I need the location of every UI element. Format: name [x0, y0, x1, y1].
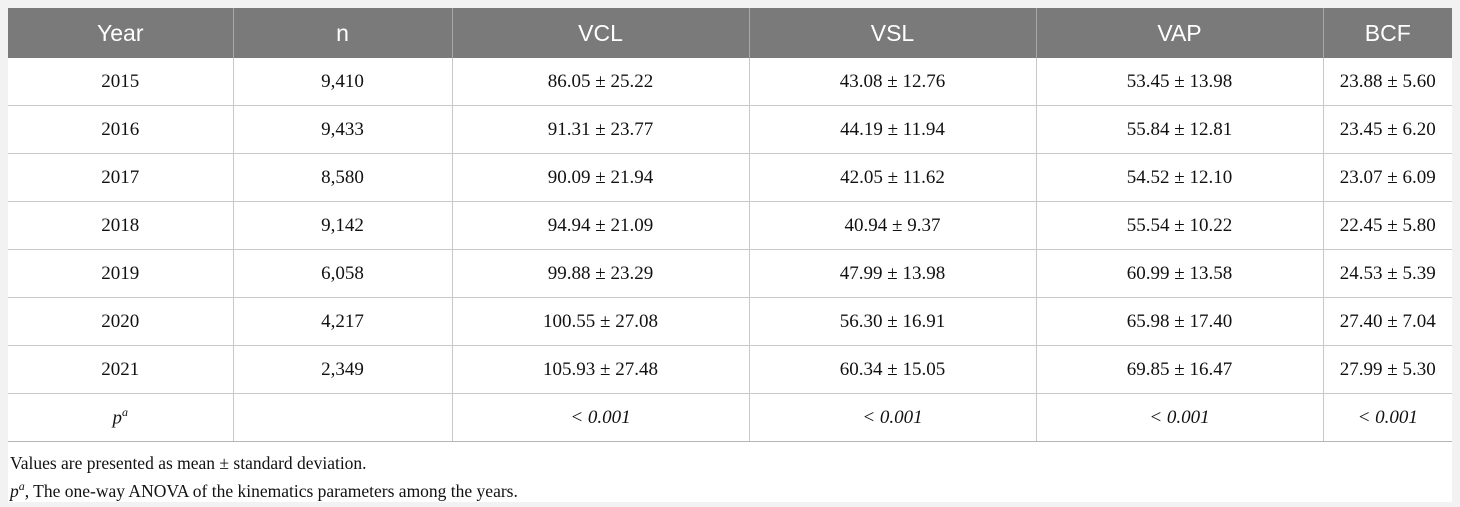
p-value-label: pa [8, 393, 233, 442]
cell-vcl: 94.94 ± 21.09 [451, 201, 749, 250]
cell-vsl: 43.08 ± 12.76 [748, 58, 1036, 106]
table-row: 2020 4,217 100.55 ± 27.08 56.30 ± 16.91 … [8, 297, 1452, 346]
p-symbol: p [112, 407, 123, 429]
cell-vsl: 47.99 ± 13.98 [748, 249, 1036, 298]
cell-bcf: 23.45 ± 6.20 [1322, 105, 1452, 154]
cell-year: 2020 [8, 297, 233, 346]
cell-vcl: 99.88 ± 23.29 [451, 249, 749, 298]
cell-vsl: 44.19 ± 11.94 [748, 105, 1036, 154]
table-container: Year n VCL VSL VAP BCF 2015 9,410 86.05 … [8, 8, 1452, 502]
header-vcl: VCL [451, 8, 749, 58]
p-superscript: a [122, 405, 128, 420]
footnote-line-1: Values are presented as mean ± standard … [10, 453, 367, 473]
cell-n: 9,142 [232, 201, 452, 250]
cell-bcf: 23.88 ± 5.60 [1322, 58, 1452, 106]
cell-vcl: 86.05 ± 25.22 [451, 58, 749, 106]
cell-vsl: 40.94 ± 9.37 [748, 201, 1036, 250]
cell-bcf: 27.40 ± 7.04 [1322, 297, 1452, 346]
cell-n: 9,433 [232, 105, 452, 154]
cell-year: 2021 [8, 345, 233, 394]
table-row: 2021 2,349 105.93 ± 27.48 60.34 ± 15.05 … [8, 345, 1452, 394]
cell-n: 9,410 [232, 58, 452, 106]
header-year: Year [8, 8, 233, 58]
table-row: 2018 9,142 94.94 ± 21.09 40.94 ± 9.37 55… [8, 201, 1452, 250]
p-value-n [232, 393, 452, 442]
cell-vap: 55.84 ± 12.81 [1035, 105, 1323, 154]
cell-year: 2018 [8, 201, 233, 250]
cell-bcf: 23.07 ± 6.09 [1322, 153, 1452, 202]
footnote-line-2: pa, The one-way ANOVA of the kinematics … [10, 475, 1452, 503]
p-value-bcf: < 0.001 [1322, 393, 1452, 442]
p-value-vsl: < 0.001 [748, 393, 1036, 442]
cell-vsl: 60.34 ± 15.05 [748, 345, 1036, 394]
table-row: 2019 6,058 99.88 ± 23.29 47.99 ± 13.98 6… [8, 249, 1452, 298]
cell-vcl: 90.09 ± 21.94 [451, 153, 749, 202]
cell-n: 8,580 [232, 153, 452, 202]
cell-vap: 54.52 ± 12.10 [1035, 153, 1323, 202]
kinematics-table: Year n VCL VSL VAP BCF 2015 9,410 86.05 … [8, 8, 1452, 442]
footnote-p-symbol: p [10, 480, 19, 501]
cell-n: 2,349 [232, 345, 452, 394]
cell-vap: 55.54 ± 10.22 [1035, 201, 1323, 250]
header-vap: VAP [1035, 8, 1323, 58]
footnote-p-superscript: a [18, 479, 25, 493]
header-vsl: VSL [748, 8, 1036, 58]
header-bcf: BCF [1322, 8, 1452, 58]
header-row: Year n VCL VSL VAP BCF [8, 8, 1452, 58]
table-footnotes: Values are presented as mean ± standard … [8, 442, 1452, 503]
table-row: 2015 9,410 86.05 ± 25.22 43.08 ± 12.76 5… [8, 58, 1452, 106]
footnote-anova-text: , The one-way ANOVA of the kinematics pa… [24, 480, 518, 501]
cell-bcf: 24.53 ± 5.39 [1322, 249, 1452, 298]
cell-bcf: 22.45 ± 5.80 [1322, 201, 1452, 250]
cell-year: 2015 [8, 58, 233, 106]
cell-bcf: 27.99 ± 5.30 [1322, 345, 1452, 394]
cell-vcl: 91.31 ± 23.77 [451, 105, 749, 154]
p-value-row: pa < 0.001 < 0.001 < 0.001 < 0.001 [8, 393, 1452, 442]
table-row: 2016 9,433 91.31 ± 23.77 44.19 ± 11.94 5… [8, 105, 1452, 154]
cell-vap: 65.98 ± 17.40 [1035, 297, 1323, 346]
cell-n: 6,058 [232, 249, 452, 298]
cell-vcl: 105.93 ± 27.48 [451, 345, 749, 394]
cell-vap: 69.85 ± 16.47 [1035, 345, 1323, 394]
header-n: n [232, 8, 452, 58]
p-value-vcl: < 0.001 [451, 393, 749, 442]
cell-vsl: 42.05 ± 11.62 [748, 153, 1036, 202]
cell-n: 4,217 [232, 297, 452, 346]
table-row: 2017 8,580 90.09 ± 21.94 42.05 ± 11.62 5… [8, 153, 1452, 202]
cell-vsl: 56.30 ± 16.91 [748, 297, 1036, 346]
cell-year: 2017 [8, 153, 233, 202]
cell-year: 2016 [8, 105, 233, 154]
p-value-vap: < 0.001 [1035, 393, 1323, 442]
cell-vcl: 100.55 ± 27.08 [451, 297, 749, 346]
cell-vap: 53.45 ± 13.98 [1035, 58, 1323, 106]
cell-vap: 60.99 ± 13.58 [1035, 249, 1323, 298]
cell-year: 2019 [8, 249, 233, 298]
